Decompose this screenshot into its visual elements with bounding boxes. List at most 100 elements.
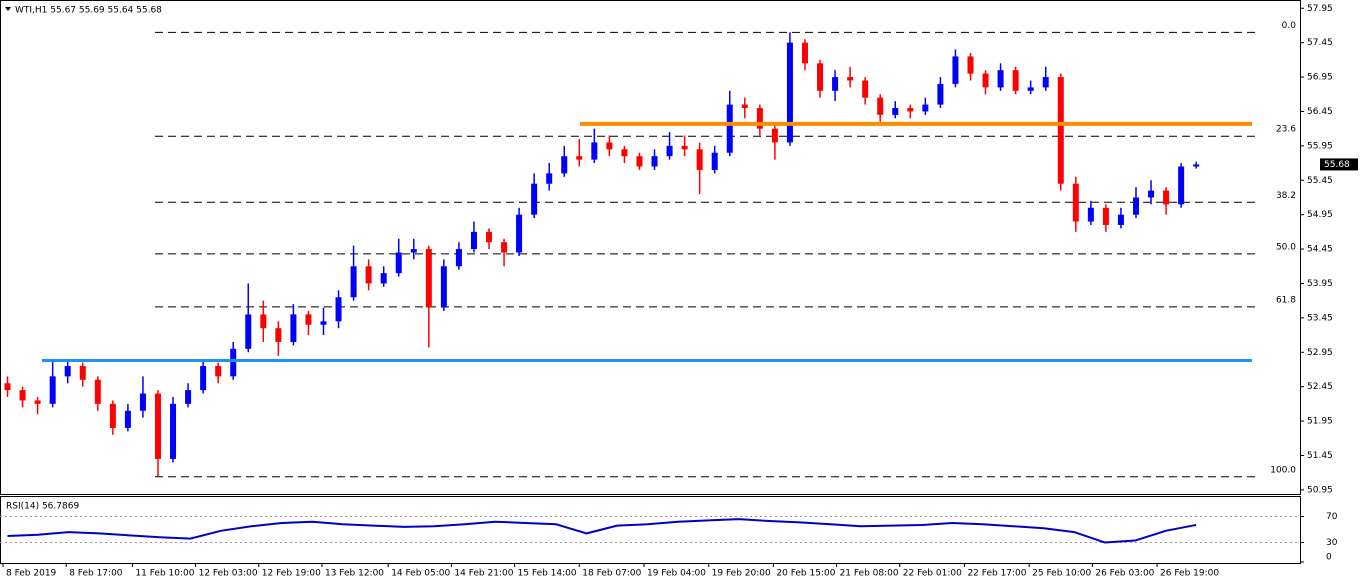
candle-body xyxy=(576,156,583,160)
candle-body xyxy=(185,390,192,404)
candle-body xyxy=(922,104,929,112)
candle-body xyxy=(907,108,914,112)
candle-body xyxy=(260,314,267,329)
candle-body xyxy=(440,266,447,308)
candle-body xyxy=(1087,207,1094,222)
y-tick-label: 57.45 xyxy=(1307,38,1333,48)
candle-body xyxy=(335,297,342,322)
candle-body xyxy=(756,108,763,129)
candle-body xyxy=(455,249,462,267)
x-tick-label: 12 Feb 19:00 xyxy=(262,569,321,579)
candle-body xyxy=(531,183,538,215)
candle-body xyxy=(170,403,177,459)
candle-body xyxy=(681,145,688,150)
candle-body xyxy=(139,393,146,411)
candle-body xyxy=(79,366,86,380)
candle-body xyxy=(997,70,1004,88)
candle-body xyxy=(892,108,899,115)
y-tick-label: 56.95 xyxy=(1307,73,1333,83)
candle-body xyxy=(636,156,643,167)
x-tick-label: 22 Feb 01:00 xyxy=(903,569,962,579)
candle-body xyxy=(290,314,297,342)
x-tick-label: 20 Feb 15:00 xyxy=(776,569,835,579)
y-tick-label: 53.45 xyxy=(1307,313,1333,323)
candle-body xyxy=(365,266,372,284)
candle-body xyxy=(124,410,131,428)
candle-body xyxy=(952,56,959,84)
candle-body xyxy=(245,314,252,349)
fib-label: 23.6 xyxy=(1276,125,1296,135)
candle-body xyxy=(877,97,884,115)
candle-body xyxy=(741,104,748,109)
rsi-title: RSI(14) 56.7869 xyxy=(6,502,79,512)
candle-body xyxy=(1178,166,1185,205)
x-tick-label: 14 Feb 05:00 xyxy=(391,569,450,579)
candle-body xyxy=(1193,164,1200,167)
y-tick-label: 53.95 xyxy=(1307,279,1333,289)
candle-body xyxy=(666,145,673,157)
price-badge xyxy=(1320,158,1358,171)
x-tick-label: 26 Feb 19:00 xyxy=(1160,569,1219,579)
x-tick-label: 21 Feb 08:00 xyxy=(840,569,899,579)
candle-body xyxy=(470,231,477,250)
candle-body xyxy=(1148,190,1155,198)
candle-body xyxy=(546,173,553,184)
x-tick-label: 15 Feb 14:00 xyxy=(518,569,577,579)
price-pane xyxy=(0,0,1301,495)
candle-body xyxy=(410,249,417,253)
candle-body xyxy=(64,366,71,377)
candle-body xyxy=(501,242,508,253)
candle-body xyxy=(1012,70,1019,91)
y-tick-label: 50.95 xyxy=(1307,485,1333,495)
x-tick-label: 11 Feb 10:00 xyxy=(135,569,194,579)
y-tick-label: 56.45 xyxy=(1307,107,1333,117)
y-tick-label: 52.95 xyxy=(1307,348,1333,358)
menu-arrow[interactable] xyxy=(5,7,11,11)
candle-body xyxy=(726,104,733,153)
x-tick-label: 14 Feb 21:00 xyxy=(454,569,513,579)
candle-body xyxy=(771,128,778,143)
fib-label: 38.2 xyxy=(1276,191,1296,201)
candle-body xyxy=(94,379,101,404)
candle-body xyxy=(1102,207,1109,225)
candle-body xyxy=(486,231,493,243)
candle-body xyxy=(380,273,387,284)
candle-body xyxy=(847,77,854,81)
y-tick-label: 54.95 xyxy=(1307,210,1333,220)
candle-body xyxy=(154,393,161,459)
candle-body xyxy=(621,149,628,157)
candle-body xyxy=(275,328,282,342)
candle-body xyxy=(1117,214,1124,225)
candle-body xyxy=(982,73,989,88)
candle-body xyxy=(230,348,237,377)
candle-body xyxy=(305,314,312,325)
x-tick-label: 12 Feb 03:00 xyxy=(199,569,258,579)
rsi-line xyxy=(7,518,1197,544)
candle-body xyxy=(786,42,793,143)
candle-body xyxy=(591,142,598,160)
candle-body xyxy=(425,249,432,308)
candle-body xyxy=(801,42,808,64)
candle-body xyxy=(350,266,357,298)
candle-body xyxy=(516,214,523,253)
candle-body xyxy=(4,383,11,391)
candle-body xyxy=(937,83,944,105)
x-tick-label: 19 Feb 04:00 xyxy=(647,569,706,579)
fib-label: 50.0 xyxy=(1276,242,1296,252)
chart-title: WTI,H1 55.67 55.69 55.64 55.68 xyxy=(15,6,162,16)
price-badge-label: 55.68 xyxy=(1324,160,1350,170)
candle-body xyxy=(817,63,824,91)
y-tick-label: 30 xyxy=(1326,538,1338,548)
candle-body xyxy=(49,376,56,404)
candle-body xyxy=(34,400,41,404)
candle-body xyxy=(651,156,658,167)
candle-body xyxy=(1042,77,1049,88)
candle-body xyxy=(19,390,26,401)
candle-body xyxy=(1027,87,1034,91)
candle-body xyxy=(561,156,568,174)
candle-body xyxy=(200,366,207,391)
x-tick-label: 22 Feb 17:00 xyxy=(967,569,1026,579)
candle-body xyxy=(862,80,869,98)
candle-body xyxy=(967,56,974,74)
